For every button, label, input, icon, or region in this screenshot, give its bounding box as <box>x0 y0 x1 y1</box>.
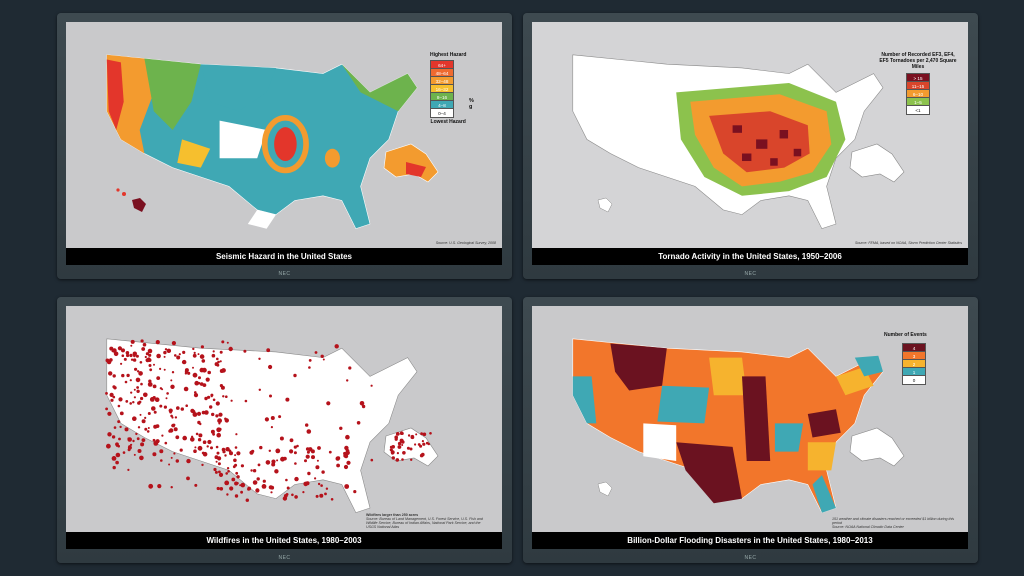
tornado-legend-swatch: <1 <box>906 105 930 115</box>
monitor-brand-logo: NEC <box>744 555 757 561</box>
flood-caption: Billion-Dollar Flooding Disasters in the… <box>532 532 968 549</box>
flood-legend-swatch: 0 <box>902 375 926 385</box>
wildfire-dots <box>105 339 374 502</box>
flood-source: Source: NOAA National Climatic Data Cent… <box>832 525 904 529</box>
tornado-source: Source: FEMA, based on NOAA, Storm Predi… <box>854 241 962 245</box>
tornado-caption: Tornado Activity in the United States, 1… <box>532 248 968 265</box>
seismic-map <box>106 54 439 230</box>
wildfire-caption: Wildfires in the United States, 1980–200… <box>66 532 502 549</box>
tornado-map <box>572 54 905 230</box>
wildfire-source: Source: Bureau of Land Management, U.S. … <box>366 517 483 529</box>
screen-tornado: Number of Recorded EF3, EF4, EF5 Tornado… <box>532 22 968 265</box>
seismic-caption: Seismic Hazard in the United States <box>66 248 502 265</box>
monitor-seismic: Highest Hazard 64+ 48–64 32–48 16–32 8–16 4–8… <box>57 13 512 279</box>
monitor-brand-logo: NEC <box>744 271 757 277</box>
legend-bottom-label: Lowest Hazard <box>430 119 466 125</box>
seismic-legend-swatch: 0–4 <box>430 108 454 118</box>
screen-wildfire: Wildfires larger than 250 acres Source: … <box>66 306 502 549</box>
tornado-legend: Number of Recorded EF3, EF4, EF5 Tornado… <box>878 52 958 115</box>
flood-map <box>572 338 905 514</box>
seismic-legend: Highest Hazard 64+ 48–64 32–48 16–32 8–16 4–8… <box>430 52 474 125</box>
tornado-legend-item: <1 <box>906 105 958 115</box>
screen-seismic: Highest Hazard 64+ 48–64 32–48 16–32 8–16 4–8… <box>66 22 502 265</box>
wildfire-map <box>105 338 439 514</box>
legend-unit: % g <box>469 98 474 110</box>
flood-source-block: 151 weather and climate disasters reache… <box>832 517 960 529</box>
monitor-brand-logo: NEC <box>278 555 291 561</box>
monitor-tornado: Number of Recorded EF3, EF4, EF5 Tornado… <box>523 13 978 279</box>
legend-top-label: Highest Hazard <box>430 52 467 58</box>
wildfire-source-title: Wildfires larger than 250 acres <box>366 513 419 517</box>
legend-title: Number of Events <box>884 332 927 338</box>
flood-legend-item: 0 <box>902 375 927 385</box>
alaska-wildfire-dots <box>389 431 432 462</box>
monitor-wildfire: Wildfires larger than 250 acres Source: … <box>57 297 512 563</box>
flood-note: 151 weather and climate disasters reache… <box>832 517 955 525</box>
wildfire-source-block: Wildfires larger than 250 acres Source: … <box>366 513 486 529</box>
legend-title: Number of Recorded EF3, EF4, EF5 Tornado… <box>879 52 957 70</box>
monitor-brand-logo: NEC <box>278 271 291 277</box>
seismic-source: Source: U.S. Geological Survey, 2008 <box>435 241 496 245</box>
seismic-legend-item: 0–4 <box>430 108 466 118</box>
